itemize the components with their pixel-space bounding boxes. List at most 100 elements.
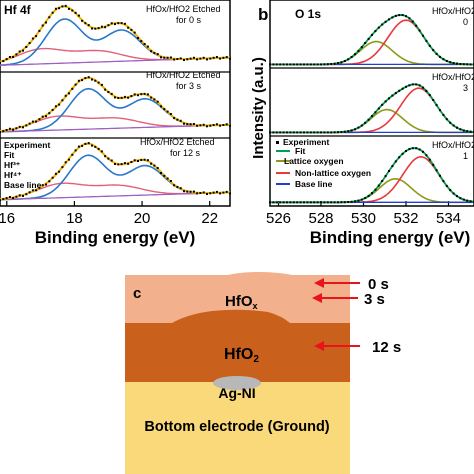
experiment-point — [357, 126, 360, 129]
experiment-point — [0, 199, 1, 202]
experiment-point — [343, 60, 346, 62]
baseline — [0, 124, 231, 133]
experiment-point — [212, 191, 215, 194]
experiment-point — [51, 11, 54, 14]
experiment-point — [411, 20, 414, 23]
stack-label-time: 3 — [463, 83, 468, 93]
experiment-point — [183, 59, 185, 61]
panel-a-frame — [0, 0, 231, 207]
panel-c-letter: c — [133, 285, 141, 302]
experiment-point — [275, 201, 278, 204]
experiment-point — [212, 124, 215, 126]
experiment-point — [133, 31, 136, 34]
experiment-point — [77, 14, 80, 17]
experiment-point — [5, 129, 8, 131]
experiment-point — [296, 201, 299, 204]
experiment-point — [87, 76, 90, 79]
experiment-point — [401, 14, 404, 17]
experiment-point — [133, 159, 136, 162]
legend-label: Base line — [295, 179, 333, 189]
arrowhead — [314, 278, 324, 288]
experiment-point — [333, 62, 336, 65]
experiment-point — [114, 23, 116, 26]
experiment-point — [445, 118, 448, 121]
experiment-point — [209, 124, 212, 127]
experiment-point — [374, 30, 377, 33]
experiment-point — [292, 201, 295, 204]
experiment-point — [123, 162, 126, 165]
experiment-point — [323, 131, 326, 134]
experiment-point — [313, 201, 316, 204]
experiment-point — [347, 58, 350, 61]
stack-label: HfOx/HfO2 Etched — [146, 4, 221, 14]
time-label-0s: 0 s — [368, 276, 389, 293]
experiment-point — [12, 128, 15, 131]
experiment-point — [371, 192, 373, 195]
experiment-point — [405, 85, 407, 88]
experiment-point — [371, 33, 373, 36]
bottom-electrode — [125, 382, 350, 474]
experiment-point — [54, 172, 57, 175]
experiment-point — [435, 52, 438, 55]
experiment-point — [71, 9, 74, 12]
experiment-point — [206, 58, 208, 61]
experiment-point — [442, 113, 445, 116]
experiment-point — [303, 131, 305, 134]
experiment-point — [54, 105, 57, 108]
experiment-point — [143, 158, 146, 161]
experiment-point — [87, 142, 90, 145]
experiment-point — [428, 158, 431, 161]
experiment-point — [456, 62, 458, 65]
experiment-point — [340, 61, 343, 64]
legend-label: Non-lattice oxygen — [295, 168, 371, 178]
experiment-point — [206, 193, 208, 195]
experiment-point — [459, 197, 462, 200]
experiment-point — [163, 108, 166, 111]
experiment-point — [166, 110, 169, 113]
experiment-point — [110, 92, 113, 95]
experiment-point — [316, 201, 319, 204]
experiment-point — [225, 56, 228, 59]
experiment-point — [391, 165, 394, 168]
experiment-point — [163, 174, 166, 177]
experiment-point — [394, 92, 397, 95]
experiment-point — [68, 92, 70, 95]
experiment-point — [127, 162, 130, 165]
experiment-point — [127, 26, 130, 29]
experiment-point — [411, 147, 414, 150]
experiment-point — [425, 89, 428, 92]
experiment-point — [316, 131, 319, 134]
experiment-point — [469, 63, 472, 66]
experiment-point — [137, 37, 139, 39]
experiment-point — [192, 190, 195, 193]
experiment-point — [439, 174, 441, 177]
experiment-point — [22, 194, 24, 197]
experiment-point — [196, 124, 199, 127]
experiment-point — [110, 22, 113, 25]
experiment-point — [215, 190, 218, 193]
fit-envelope — [270, 83, 474, 134]
experiment-point — [326, 131, 329, 134]
experiment-point — [183, 122, 185, 125]
experiment-point — [286, 201, 288, 204]
stack-label: HfOx/HfO2 — [432, 72, 474, 82]
experiment-point — [58, 103, 61, 106]
x-tick-label: 22 — [201, 210, 218, 227]
experiment-point — [306, 131, 309, 134]
time-label-12s: 12 s — [372, 339, 401, 356]
experiment-point — [54, 7, 57, 10]
experiment-point — [462, 198, 465, 201]
experiment-point — [445, 184, 448, 187]
experiment-point — [100, 150, 103, 153]
experiment-point — [166, 177, 169, 180]
x-axis-label-b: Binding energy (eV) — [310, 228, 471, 247]
x-tick-label: 526 — [266, 210, 291, 227]
experiment-point — [199, 57, 202, 60]
experiment-point — [364, 42, 367, 44]
experiment-point — [222, 124, 225, 126]
layer-label-hfox: HfOx — [225, 293, 258, 311]
experiment-point — [212, 56, 215, 59]
legend-label: Hf³⁺ — [4, 160, 21, 170]
experiment-point — [347, 201, 350, 203]
experiment-point — [299, 131, 302, 134]
